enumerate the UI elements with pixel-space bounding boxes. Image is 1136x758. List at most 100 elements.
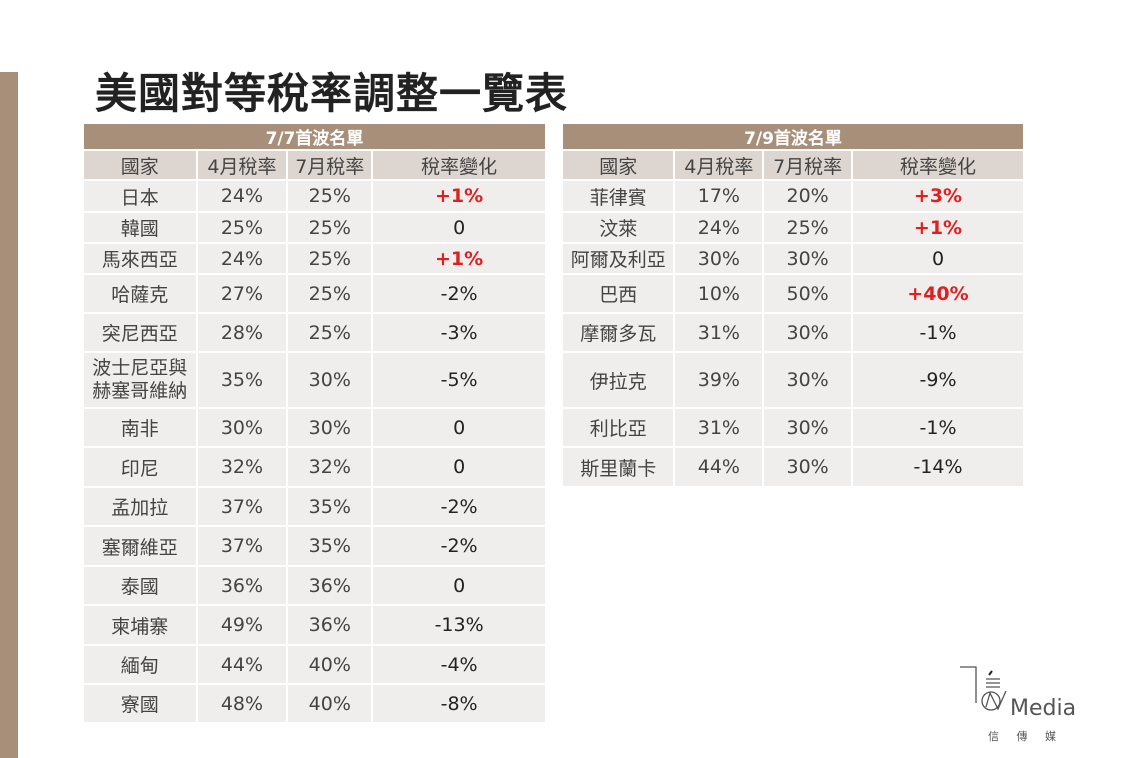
table-row: 泰國 36% 36% 0 xyxy=(82,565,547,606)
rate-change-cell: +1% xyxy=(371,179,547,213)
column-header: 國家 xyxy=(82,149,198,181)
april-rate-cell: 28% xyxy=(195,312,289,353)
table-row: 波士尼亞與 赫塞哥維納 35% 30% -5% xyxy=(82,351,547,409)
april-rate-cell: 31% xyxy=(673,407,765,448)
table-7-9: 7/9首波名單 國家 4月稅率 7月稅率 稅率變化 菲律賓 17% 20% +3% 汶萊 24% 25… xyxy=(560,122,1025,488)
country-cell: 波士尼亞與 赫塞哥維納 xyxy=(82,351,198,409)
country-cell: 馬來西亞 xyxy=(82,242,198,275)
rate-change-cell: +3% xyxy=(851,179,1025,213)
column-header: 稅率變化 xyxy=(371,149,547,181)
table-row: 巴西 10% 50% +40% xyxy=(560,273,1025,314)
column-header: 7月稅率 xyxy=(762,149,853,181)
july-rate-cell: 36% xyxy=(286,565,374,606)
table-caption: 7/9首波名單 xyxy=(561,122,1025,151)
table-row: 菲律賓 17% 20% +3% xyxy=(560,179,1025,213)
rate-change-cell: +1% xyxy=(371,242,547,275)
country-cell: 孟加拉 xyxy=(82,486,198,527)
april-rate-cell: 17% xyxy=(673,179,765,213)
april-rate-cell: 35% xyxy=(195,351,289,409)
table-row: 摩爾多瓦 31% 30% -1% xyxy=(560,312,1025,353)
country-cell: 柬埔寨 xyxy=(82,604,198,646)
country-cell: 摩爾多瓦 xyxy=(560,312,676,353)
column-header: 4月稅率 xyxy=(673,149,765,181)
rate-change-cell: 0 xyxy=(371,446,547,488)
table-row: 伊拉克 39% 30% -9% xyxy=(560,351,1025,409)
july-rate-cell: 25% xyxy=(762,211,853,244)
table-row: 緬甸 44% 40% -4% xyxy=(82,644,547,685)
july-rate-cell: 25% xyxy=(286,179,374,213)
country-cell: 菲律賓 xyxy=(560,179,676,213)
country-cell: 利比亞 xyxy=(560,407,676,448)
table-row: 南非 30% 30% 0 xyxy=(82,407,547,448)
july-rate-cell: 30% xyxy=(286,407,374,448)
table-row: 韓國 25% 25% 0 xyxy=(82,211,547,244)
july-rate-cell: 25% xyxy=(286,273,374,314)
table-row: 日本 24% 25% +1% xyxy=(82,179,547,213)
country-cell: 緬甸 xyxy=(82,644,198,685)
country-cell: 塞爾維亞 xyxy=(82,525,198,567)
rate-change-cell: 0 xyxy=(371,211,547,244)
table-row: 哈薩克 27% 25% -2% xyxy=(82,273,547,314)
table-caption: 7/7首波名單 xyxy=(82,122,547,151)
country-cell: 阿爾及利亞 xyxy=(560,242,676,275)
april-rate-cell: 24% xyxy=(195,242,289,275)
april-rate-cell: 37% xyxy=(195,525,289,567)
rate-change-cell: -4% xyxy=(371,644,547,685)
table-row: 印尼 32% 32% 0 xyxy=(82,446,547,488)
table-7-7: 7/7首波名單 國家 4月稅率 7月稅率 稅率變化 日本 24% 25% +1% 韓國 25% 25%… xyxy=(82,122,547,724)
april-rate-cell: 31% xyxy=(673,312,765,353)
rate-change-cell: -1% xyxy=(851,407,1025,448)
april-rate-cell: 48% xyxy=(195,683,289,724)
rate-change-cell: -1% xyxy=(851,312,1025,353)
header-row: 國家 4月稅率 7月稅率 稅率變化 xyxy=(560,149,1025,181)
july-rate-cell: 35% xyxy=(286,525,374,567)
country-cell: 日本 xyxy=(82,179,198,213)
rate-change-cell: -14% xyxy=(851,446,1025,488)
rate-change-cell: +40% xyxy=(851,273,1025,314)
table-row: 阿爾及利亞 30% 30% 0 xyxy=(560,242,1025,275)
july-rate-cell: 25% xyxy=(286,312,374,353)
july-rate-cell: 30% xyxy=(762,312,853,353)
table-row: 利比亞 31% 30% -1% xyxy=(560,407,1025,448)
country-cell: 印尼 xyxy=(82,446,198,488)
side-accent-bar xyxy=(0,72,18,758)
april-rate-cell: 37% xyxy=(195,486,289,527)
rate-change-cell: 0 xyxy=(371,407,547,448)
july-rate-cell: 25% xyxy=(286,242,374,275)
rate-change-cell: -2% xyxy=(371,486,547,527)
column-header: 4月稅率 xyxy=(195,149,289,181)
table-row: 馬來西亞 24% 25% +1% xyxy=(82,242,547,275)
july-rate-cell: 50% xyxy=(762,273,853,314)
april-rate-cell: 36% xyxy=(195,565,289,606)
july-rate-cell: 30% xyxy=(762,242,853,275)
country-cell: 韓國 xyxy=(82,211,198,244)
logo-subtext: 信 傳 媒 xyxy=(988,730,1056,743)
rate-change-cell: -13% xyxy=(371,604,547,646)
country-cell: 南非 xyxy=(82,407,198,448)
country-cell: 泰國 xyxy=(82,565,198,606)
table-row: 塞爾維亞 37% 35% -2% xyxy=(82,525,547,567)
july-rate-cell: 40% xyxy=(286,683,374,724)
july-rate-cell: 25% xyxy=(286,211,374,244)
april-rate-cell: 49% xyxy=(195,604,289,646)
page-title: 美國對等稅率調整一覽表 xyxy=(95,69,569,118)
country-cell: 突尼西亞 xyxy=(82,312,198,353)
july-rate-cell: 35% xyxy=(286,486,374,527)
table-row: 斯里蘭卡 44% 30% -14% xyxy=(560,446,1025,488)
table-row: 突尼西亞 28% 25% -3% xyxy=(82,312,547,353)
july-rate-cell: 30% xyxy=(762,407,853,448)
country-cell: 斯里蘭卡 xyxy=(560,446,676,488)
rate-change-cell: -2% xyxy=(371,525,547,567)
country-cell: 哈薩克 xyxy=(82,273,198,314)
july-rate-cell: 30% xyxy=(286,351,374,409)
rate-change-cell: +1% xyxy=(851,211,1025,244)
july-rate-cell: 20% xyxy=(762,179,853,213)
table-row: 汶萊 24% 25% +1% xyxy=(560,211,1025,244)
table-row: 柬埔寨 49% 36% -13% xyxy=(82,604,547,646)
rate-change-cell: -5% xyxy=(371,351,547,409)
april-rate-cell: 27% xyxy=(195,273,289,314)
april-rate-cell: 39% xyxy=(673,351,765,409)
rate-change-cell: -2% xyxy=(371,273,547,314)
april-rate-cell: 24% xyxy=(195,179,289,213)
logo-text: Media xyxy=(1010,696,1076,721)
